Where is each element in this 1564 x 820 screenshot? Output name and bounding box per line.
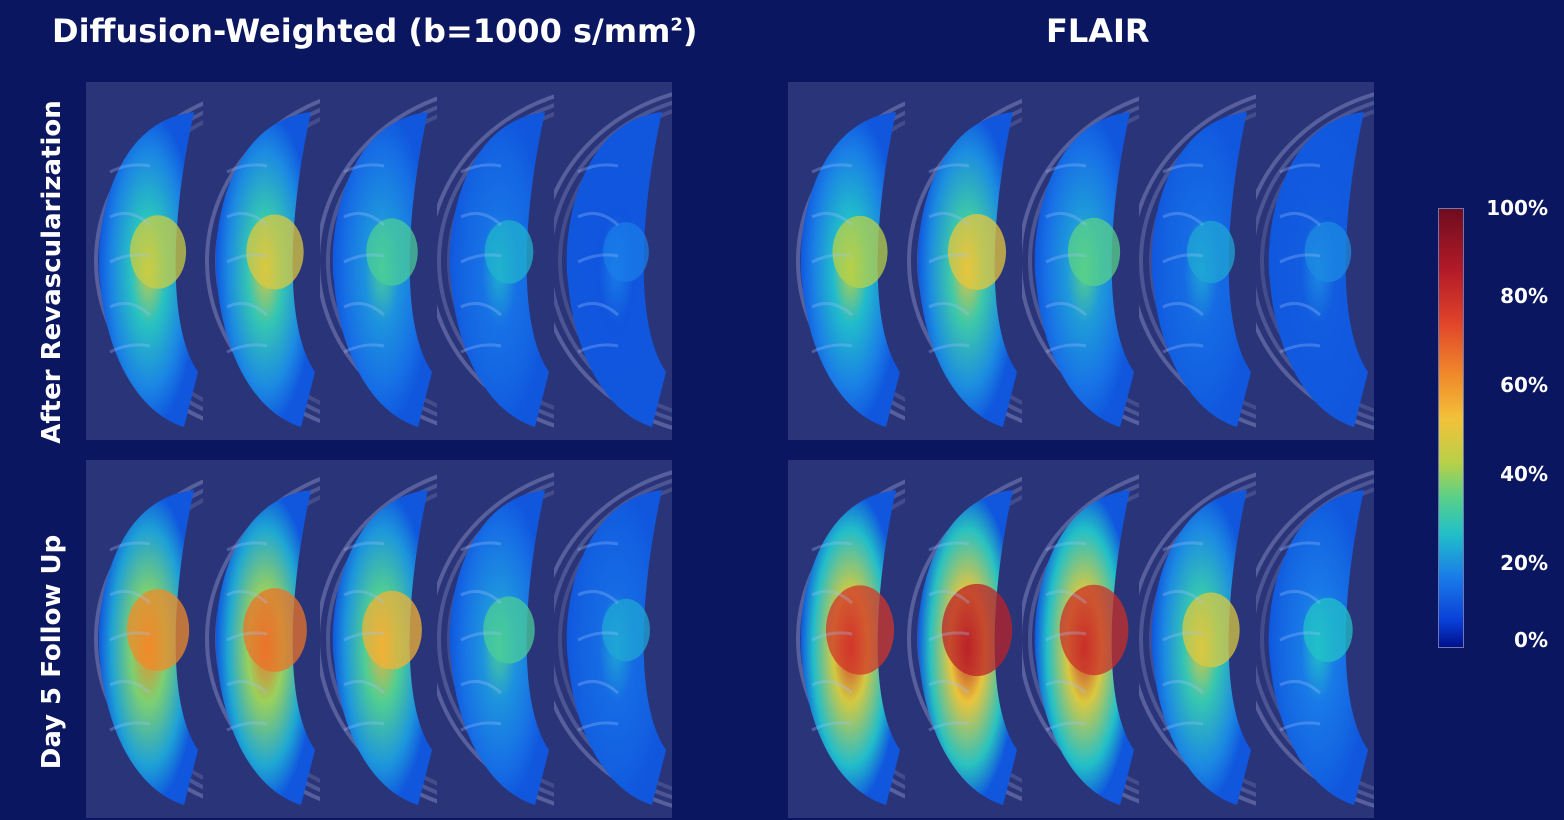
- dwi-row1-slice-2: [203, 82, 321, 440]
- dwi-row1-slice-3: [320, 82, 438, 440]
- dwi-row1-slice-5: [554, 82, 672, 440]
- colorbar-tick-80: 80%: [1500, 284, 1548, 308]
- colorbar-tick-60: 60%: [1500, 373, 1548, 397]
- flair-row2-slice-4: [1139, 460, 1257, 818]
- dwi-row1-slice-4: [437, 82, 555, 440]
- flair-row1-slice-2: [905, 82, 1023, 440]
- dwi-row1-slice-1: [86, 82, 204, 440]
- dwi-title: Diffusion-Weighted (b=1000 s/mm2): [52, 12, 698, 50]
- colorbar-tick-40: 40%: [1500, 462, 1548, 486]
- flair-row1-slice-1: [788, 82, 906, 440]
- flair-row2-slice-2: [905, 460, 1023, 818]
- flair-row1-slice-5: [1256, 82, 1374, 440]
- dwi-row2-slice-4: [437, 460, 555, 818]
- row-label-after-revascularization: After Revascularization: [37, 100, 67, 444]
- flair-title: FLAIR: [1046, 12, 1150, 50]
- flair-row2-slice-3: [1022, 460, 1140, 818]
- dwi-row2-slice-1: [86, 460, 204, 818]
- dwi-row2-slice-5: [554, 460, 672, 818]
- row-label-day5-follow-up: Day 5 Follow Up: [37, 534, 67, 770]
- dwi-row2-slice-2: [203, 460, 321, 818]
- colorbar-tick-100: 100%: [1486, 196, 1548, 220]
- flair-row2-slice-1: [788, 460, 906, 818]
- colorbar-tick-0: 0%: [1514, 628, 1548, 652]
- colorbar: [1438, 208, 1464, 648]
- colorbar-tick-20: 20%: [1500, 551, 1548, 575]
- dwi-row2-slice-3: [320, 460, 438, 818]
- flair-row2-slice-5: [1256, 460, 1374, 818]
- flair-row1-slice-4: [1139, 82, 1257, 440]
- flair-row1-slice-3: [1022, 82, 1140, 440]
